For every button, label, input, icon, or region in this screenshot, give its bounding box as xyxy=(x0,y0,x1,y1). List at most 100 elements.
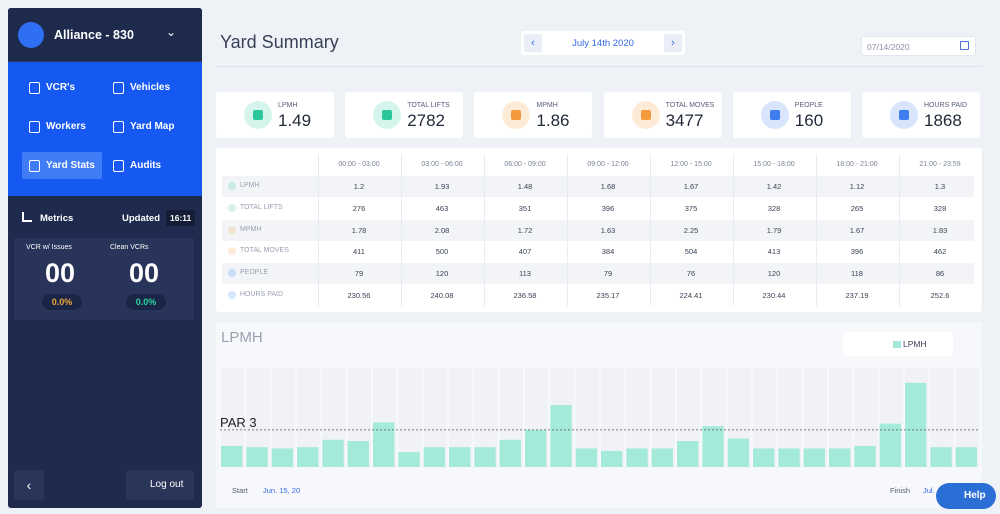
table-cell: 2.08 xyxy=(434,225,450,235)
table-cell: 1.83 xyxy=(932,225,948,235)
next-date[interactable]: › xyxy=(664,34,682,52)
bar xyxy=(474,447,496,467)
nav-item[interactable]: Workers xyxy=(22,113,102,140)
row-icon xyxy=(228,225,236,234)
bar xyxy=(753,448,775,467)
table-cell: 411 xyxy=(353,247,365,257)
kpi-value: 2782 xyxy=(407,111,446,130)
kpi-label: PEOPLE xyxy=(794,102,823,109)
table-cell: 1.72 xyxy=(517,225,533,235)
kpi-card: MPMH 1.86 xyxy=(474,92,593,138)
bar-track xyxy=(803,368,827,467)
kpi-label: TOTAL LIFTS xyxy=(407,102,450,109)
bar xyxy=(677,441,699,467)
bar xyxy=(449,447,471,467)
column-header: 21:00 - 23:59 xyxy=(919,161,961,168)
table-cell: 396 xyxy=(601,203,615,213)
metric-label: VCR w/ Issues xyxy=(26,244,72,251)
table-cell: 1.78 xyxy=(351,225,367,235)
table-cell: 1.3 xyxy=(934,182,946,191)
collapse-button[interactable]: ‹ xyxy=(14,470,44,500)
bar xyxy=(575,448,597,467)
nav-item[interactable]: Vehicles xyxy=(106,74,186,101)
kpi-icon xyxy=(244,101,272,129)
table-cell: 504 xyxy=(684,247,698,257)
bar-track xyxy=(246,368,270,467)
bar xyxy=(829,448,851,467)
bar-track xyxy=(449,368,473,467)
help-button[interactable]: Help xyxy=(936,483,996,509)
date-picker: ‹ July 14th 2020 › xyxy=(521,31,685,55)
table-cell: 86 xyxy=(935,269,945,279)
org-switcher[interactable]: Alliance - 830 ⌄ xyxy=(8,8,202,62)
column-header: 12:00 - 15:00 xyxy=(670,161,712,168)
bar xyxy=(525,429,547,467)
legend-label: LPMH xyxy=(903,339,927,349)
bar xyxy=(601,450,623,467)
logout-button[interactable]: Log out xyxy=(126,470,194,500)
nav-item[interactable]: Yard Map xyxy=(106,113,186,140)
bar xyxy=(221,445,243,467)
column-divider xyxy=(816,154,817,306)
bar xyxy=(702,426,724,467)
kpi-value: 160 xyxy=(794,111,824,130)
bar-track xyxy=(829,368,853,467)
column-divider xyxy=(318,154,319,306)
table-cell: 500 xyxy=(435,247,449,257)
updated-time: 16:11 xyxy=(166,210,196,226)
nav-item[interactable]: Audits xyxy=(106,152,186,179)
bar-track xyxy=(423,368,447,467)
date-input[interactable]: 07/14/2020 xyxy=(861,36,976,56)
row-background xyxy=(222,219,974,241)
metric-percent: 0.0% xyxy=(126,294,166,310)
prev-date[interactable]: ‹ xyxy=(524,34,542,52)
start-label: Start xyxy=(232,486,248,495)
lpmh-chart: PAR 3 xyxy=(220,368,980,467)
row-name: MPMH xyxy=(240,225,262,233)
metric-value: 00 xyxy=(128,258,160,288)
bar xyxy=(271,448,293,467)
bar xyxy=(550,405,572,467)
nav-item[interactable]: VCR's xyxy=(22,74,102,101)
table-cell: 113 xyxy=(519,269,531,279)
row-background xyxy=(222,176,974,197)
row-icon xyxy=(228,247,236,256)
kpi-label: LPMH xyxy=(278,102,298,109)
kpi-card: PEOPLE 160 xyxy=(732,92,851,138)
kpi-value: 1.49 xyxy=(278,111,312,130)
par-label: PAR 3 xyxy=(220,415,257,430)
table-cell: 79 xyxy=(354,269,364,279)
kpi-icon xyxy=(373,101,402,129)
column-header: 09:00 - 12:00 xyxy=(587,161,629,168)
table-cell: 79 xyxy=(603,269,613,279)
bar-track xyxy=(398,368,422,467)
divider xyxy=(216,66,982,67)
table-cell: 351 xyxy=(518,203,532,213)
table-cell: 265 xyxy=(850,203,864,213)
table-cell: 384 xyxy=(601,247,615,257)
table-cell: 240.08 xyxy=(430,291,454,300)
column-divider xyxy=(484,154,485,306)
updated-label: Updated xyxy=(122,213,160,224)
kpi-value: 3477 xyxy=(665,111,704,130)
table-cell: 1.93 xyxy=(434,182,450,191)
bar-track xyxy=(955,368,979,467)
bar xyxy=(879,423,901,467)
bar-track xyxy=(474,368,498,467)
row-icon xyxy=(228,269,236,278)
table-cell: 1.67 xyxy=(683,182,699,191)
bar-track xyxy=(854,368,878,467)
kpi-value: 1.86 xyxy=(536,111,570,130)
bar-track xyxy=(297,368,321,467)
kpi-label: TOTAL MOVES xyxy=(665,102,715,109)
column-header: 15:00 - 18:00 xyxy=(753,161,795,168)
table-cell: 1.2 xyxy=(353,182,365,191)
metrics-icon xyxy=(22,212,32,222)
table-cell: 120 xyxy=(767,269,781,279)
table-cell: 236.58 xyxy=(513,291,537,300)
row-name: TOTAL LIFTS xyxy=(240,203,283,211)
nav-item[interactable]: Yard Stats xyxy=(22,152,102,179)
bar xyxy=(626,448,648,467)
kpi-icon xyxy=(890,101,918,129)
table-cell: 328 xyxy=(767,203,781,213)
